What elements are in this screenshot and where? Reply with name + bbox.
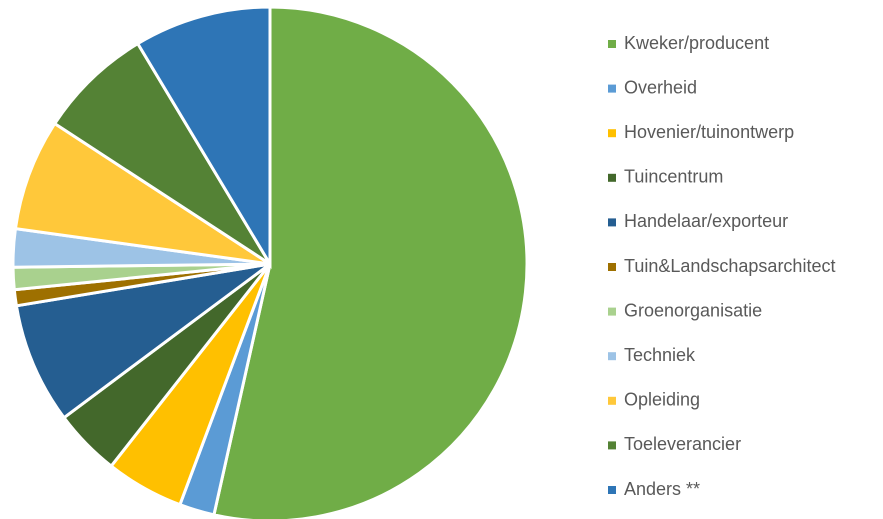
legend-swatch: [608, 307, 616, 316]
legend-swatch: [608, 263, 616, 271]
legend-swatch: [608, 396, 616, 405]
legend-swatch: [608, 84, 616, 93]
legend-label: Groenorganisatie: [624, 300, 762, 320]
legend-swatch: [608, 352, 616, 361]
legend-label: Handelaar/exporteur: [624, 211, 788, 231]
pie-slice: [14, 262, 271, 420]
legend-label: Tuincentrum: [624, 167, 723, 187]
legend-label: Overheid: [624, 77, 697, 97]
pie-slice: [13, 121, 271, 266]
legend-swatch: [608, 129, 616, 138]
legend-label: Tuin&Landschapsarchitect: [624, 256, 835, 276]
legend-label: Hovenier/tuinontwerp: [624, 122, 794, 142]
pie-slice: [212, 5, 529, 519]
pie-slice: [135, 5, 272, 270]
legend-label: Toeleverancier: [624, 434, 741, 454]
legend-label: Techniek: [624, 345, 696, 365]
pie-slice: [52, 41, 272, 266]
legend-swatch: [608, 40, 616, 48]
legend-swatch: [608, 486, 616, 494]
legend-label: Opleiding: [624, 390, 700, 410]
legend-swatch: [608, 218, 616, 227]
legend-label: Kweker/producent: [624, 33, 769, 53]
legend-swatch: [608, 441, 616, 450]
legend-label: Anders **: [624, 479, 700, 499]
legend-swatch: [608, 173, 616, 182]
